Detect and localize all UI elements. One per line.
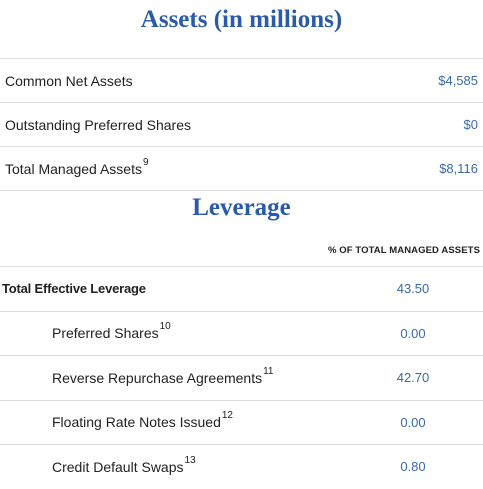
row-value: $4,585 [438, 73, 478, 88]
leverage-column-header: % OF TOTAL MANAGED ASSETS [327, 245, 480, 256]
row-label: Credit Default Swaps13 [52, 454, 196, 475]
footnote-link[interactable]: 12 [221, 410, 233, 422]
row-value: $0 [463, 117, 478, 132]
footnote-link[interactable]: 10 [159, 321, 171, 333]
leverage-table: Total Effective Leverage 43.50 Preferred… [0, 266, 483, 489]
row-label: Reverse Repurchase Agreements11 [52, 365, 274, 386]
leverage-row-credit-default-swaps: Credit Default Swaps13 0.80 [0, 444, 483, 489]
row-label: Total Managed Assets9 [5, 156, 149, 177]
row-label: Total Effective Leverage [2, 281, 146, 297]
row-value: $8,116 [439, 161, 478, 176]
footnote-link[interactable]: 13 [184, 454, 196, 466]
leverage-row-total: Total Effective Leverage 43.50 [0, 266, 483, 311]
row-value: 0.80 [400, 459, 426, 475]
row-label: Outstanding Preferred Shares [5, 116, 191, 133]
assets-section-title: Assets (in millions) [140, 6, 343, 33]
row-label: Preferred Shares10 [52, 321, 171, 342]
row-value: 0.00 [400, 414, 426, 430]
leverage-row-floating-rate-notes: Floating Rate Notes Issued12 0.00 [0, 399, 483, 445]
row-label: Common Net Assets [5, 72, 133, 89]
row-value: 42.70 [396, 370, 430, 386]
assets-table: Common Net Assets $4,585 Outstanding Pre… [0, 58, 483, 190]
leverage-row-preferred-shares: Preferred Shares10 0.00 [0, 310, 483, 356]
row-label: Floating Rate Notes Issued12 [52, 410, 233, 431]
row-value: 43.50 [396, 281, 430, 297]
leverage-row-reverse-repurchase: Reverse Repurchase Agreements11 42.70 [0, 355, 483, 400]
footnote-link[interactable]: 9 [142, 156, 149, 168]
assets-row-common-net-assets: Common Net Assets $4,585 [0, 58, 483, 102]
assets-row-outstanding-preferred-shares: Outstanding Preferred Shares $0 [0, 102, 483, 146]
leverage-section-title: Leverage [192, 194, 291, 221]
row-value: 0.00 [400, 325, 426, 341]
assets-row-total-managed-assets: Total Managed Assets9 $8,116 [0, 146, 483, 190]
footnote-link[interactable]: 11 [263, 365, 274, 377]
